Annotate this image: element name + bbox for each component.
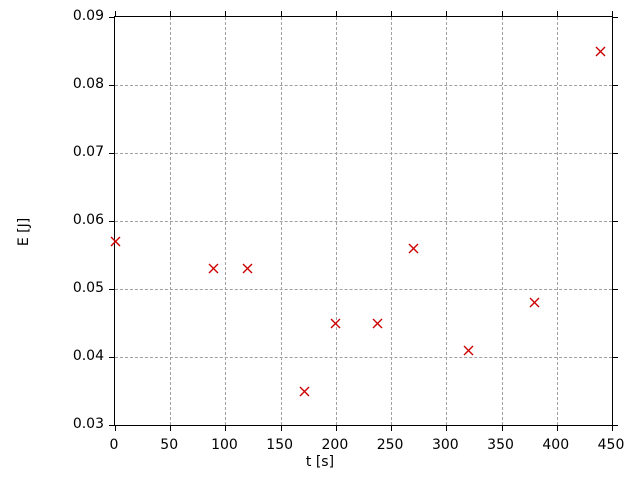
- y-tick-label: 0.06: [72, 212, 104, 228]
- x-tick-label: 200: [321, 437, 349, 453]
- data-point-marker: [242, 263, 253, 274]
- x-axis-tick: [556, 11, 558, 17]
- y-axis-tick: [109, 221, 115, 222]
- x-tick-label: 450: [597, 437, 625, 453]
- y-tick-label: 0.04: [72, 348, 104, 364]
- x-tick-label: 350: [487, 437, 514, 453]
- x-axis-tick: [170, 425, 172, 431]
- data-point-marker: [408, 243, 419, 254]
- gridline-vertical: [225, 17, 227, 425]
- x-axis-tick: [115, 425, 116, 431]
- x-axis-tick: [225, 11, 227, 17]
- x-axis-tick: [501, 11, 503, 17]
- data-point-marker: [110, 236, 121, 247]
- data-point-marker: [529, 297, 540, 308]
- x-axis-tick: [612, 11, 613, 17]
- gridline-horizontal: [115, 85, 612, 86]
- y-axis-tick: [612, 221, 618, 222]
- y-axis-tick: [109, 85, 115, 86]
- y-axis-tick: [612, 425, 618, 426]
- x-axis-tick: [170, 11, 172, 17]
- gridline-vertical: [170, 17, 172, 425]
- x-axis-tick: [335, 11, 337, 17]
- y-tick-label: 0.07: [72, 144, 104, 160]
- data-point-marker: [330, 318, 341, 329]
- x-axis-tick: [501, 425, 503, 431]
- y-axis-tick: [612, 17, 618, 18]
- y-axis-tick: [109, 289, 115, 290]
- x-axis-tick: [391, 425, 393, 431]
- gridline-horizontal: [115, 289, 612, 290]
- y-axis-tick: [109, 425, 115, 426]
- y-tick-label: 0.08: [72, 76, 104, 92]
- x-axis-tick: [280, 425, 282, 431]
- data-point-marker: [595, 46, 606, 57]
- plot-area: [109, 11, 618, 431]
- x-tick-label: 300: [431, 437, 459, 453]
- x-axis-tick: [280, 11, 282, 17]
- y-axis-tick: [109, 357, 115, 358]
- x-axis-title: t [s]: [305, 454, 335, 470]
- gridline-vertical: [501, 17, 503, 425]
- y-axis-tick: [612, 357, 618, 358]
- y-axis-tick: [612, 289, 618, 290]
- x-tick-label: 100: [211, 437, 238, 453]
- y-axis-tick: [109, 17, 115, 18]
- x-axis-tick: [335, 425, 337, 431]
- x-axis-tick: [446, 425, 448, 431]
- y-axis-tick: [612, 85, 618, 86]
- x-axis-tick: [446, 11, 448, 17]
- gridline-vertical: [556, 17, 558, 425]
- x-axis-tick: [391, 11, 393, 17]
- y-tick-label: 0.05: [72, 280, 104, 296]
- gridline-vertical: [280, 17, 282, 425]
- x-axis-tick: [115, 11, 116, 17]
- gridline-vertical: [391, 17, 393, 425]
- y-axis-tick: [109, 153, 115, 154]
- x-tick-label: 0: [109, 437, 119, 453]
- data-point-marker: [463, 345, 474, 356]
- gridline-horizontal: [115, 357, 612, 358]
- data-point-marker: [208, 263, 219, 274]
- x-axis-tick: [556, 425, 558, 431]
- x-tick-label: 50: [160, 437, 179, 453]
- y-tick-label: 0.03: [72, 416, 104, 432]
- x-tick-label: 250: [376, 437, 404, 453]
- gridline-vertical: [446, 17, 448, 425]
- gridline-horizontal: [115, 221, 612, 222]
- gridline-horizontal: [115, 153, 612, 154]
- x-axis-tick: [612, 425, 613, 431]
- data-point-marker: [299, 386, 310, 397]
- data-point-marker: [372, 318, 383, 329]
- y-tick-label: 0.09: [72, 8, 104, 24]
- x-tick-label: 400: [542, 437, 570, 453]
- x-axis-tick: [225, 425, 227, 431]
- gridline-vertical: [335, 17, 337, 425]
- y-axis-title: E [J]: [16, 217, 33, 247]
- x-tick-label: 150: [266, 437, 294, 453]
- y-axis-tick: [612, 153, 618, 154]
